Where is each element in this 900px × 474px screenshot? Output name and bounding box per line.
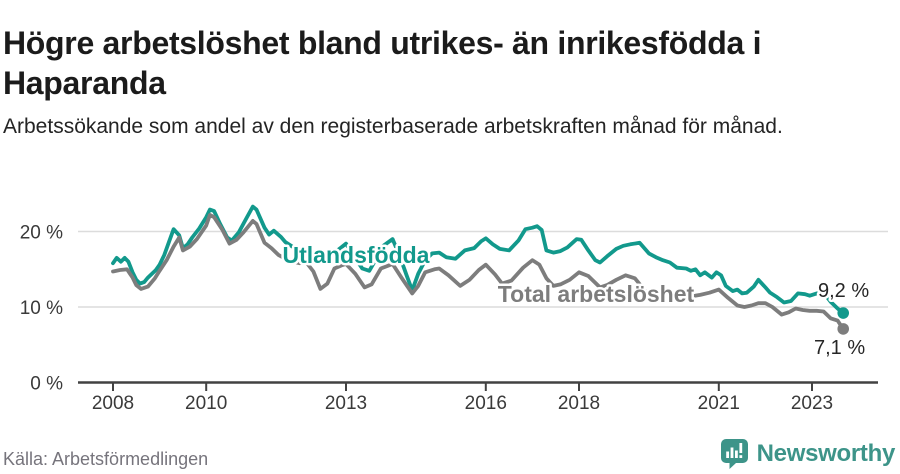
series-label-utlandsfodda: Utlandsfödda [283, 242, 430, 268]
x-tick-label-2010: 2010 [185, 393, 227, 414]
x-tick-label-2013: 2013 [325, 393, 367, 414]
logo-bar-chart-glyph [725, 443, 742, 458]
series-labels: Utlandsfödda Total arbetslöshet [280, 240, 697, 310]
end-dot-utlandsfödda [837, 307, 850, 319]
gridlines [78, 230, 888, 308]
series-label-total-arbetsloshet: Total arbetslöshet [498, 281, 695, 307]
line-utlandsfödda [111, 204, 846, 315]
page-subtitle: Arbetssökande som andel av den registerb… [3, 115, 783, 138]
y-axis-labels: 0 % 10 % 20 % [20, 223, 63, 395]
y-tick-label-20: 20 % [20, 223, 63, 244]
x-tick-label-2023: 2023 [791, 393, 833, 414]
source-note: Källa: Arbetsförmedlingen [3, 449, 209, 469]
x-tick-label-2008: 2008 [92, 393, 134, 414]
x-tick-label-2021: 2021 [698, 393, 740, 414]
x-axis: 2008 2010 2013 2016 2018 2021 2023 [78, 381, 878, 414]
end-value-total-arbetsloshet: 7,1 % [814, 337, 865, 359]
y-tick-label-10: 10 % [20, 298, 63, 319]
newsworthy-logo-text: Newsworthy [756, 439, 896, 467]
x-tick-label-2018: 2018 [558, 393, 600, 414]
x-tick-label-2016: 2016 [465, 393, 507, 414]
page-title: Högre arbetslöshet bland utrikes- än inr… [3, 25, 762, 102]
end-dot-total-arbetslöshet [837, 323, 850, 335]
end-value-labels: 9,2 % 7,1 % [812, 278, 872, 362]
series-lines [111, 204, 850, 335]
y-tick-label-0: 0 % [30, 374, 63, 395]
newsworthy-logo[interactable]: Newsworthy [720, 438, 895, 469]
logo-bubble-shape [720, 439, 748, 469]
line-total-arbetslöshet [111, 212, 846, 331]
end-value-utlandsfodda: 9,2 % [818, 280, 869, 302]
newsworthy-logo-icon [720, 439, 748, 469]
